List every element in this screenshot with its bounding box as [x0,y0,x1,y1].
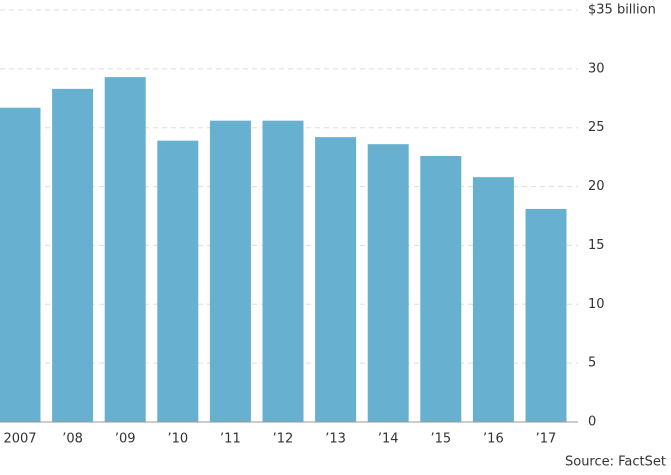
bar [315,137,357,423]
x-tick-label: ’15 [430,432,451,447]
y-tick-label: 30 [588,61,605,76]
x-tick-label: ’14 [378,432,399,447]
x-tick-label: ’09 [115,432,136,447]
y-tick-label: 0 [588,415,596,430]
x-tick-label: ’16 [483,432,504,447]
x-tick-label: ’17 [536,432,557,447]
bar [525,208,567,422]
bar [0,107,41,423]
bar [209,120,251,422]
bar [262,120,304,422]
bar [52,88,94,423]
y-tick-label: 10 [588,297,605,312]
bar [157,140,199,423]
bar [104,77,146,423]
bar [420,155,462,423]
y-tick-label: 15 [588,238,605,253]
x-tick-label: 2007 [3,432,36,447]
x-tick-label: ’10 [167,432,188,447]
bar [367,144,409,423]
x-tick-label: ’12 [273,432,294,447]
x-tick-label: ’08 [62,432,83,447]
bar [472,177,514,422]
x-tick-label: ’13 [325,432,346,447]
x-tick-label: ’11 [220,432,241,447]
y-tick-label: 20 [588,179,605,194]
y-tick-label: $35 billion [588,3,656,18]
y-tick-label: 25 [588,120,605,135]
source-note: Source: FactSet [565,455,666,470]
y-tick-label: 5 [588,356,596,371]
